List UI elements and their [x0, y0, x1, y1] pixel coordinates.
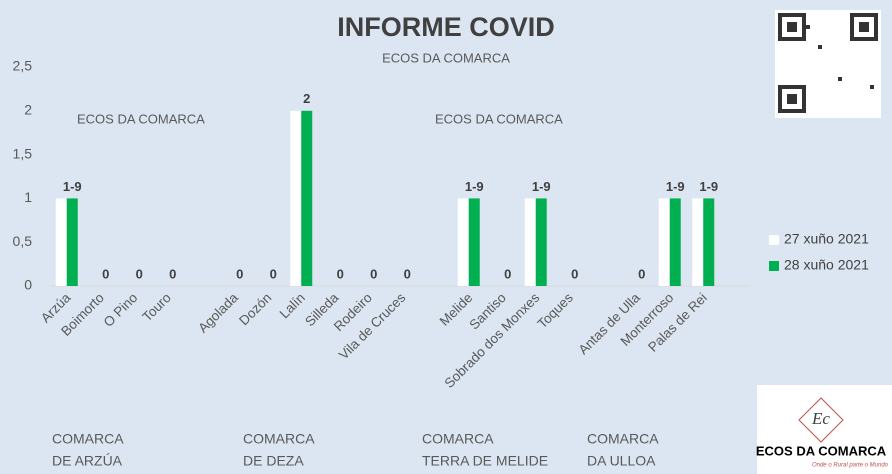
group-label: DE ARZÚA	[52, 453, 123, 469]
bar	[535, 198, 547, 286]
bar	[468, 198, 480, 286]
logo-diamond	[798, 397, 844, 443]
qr-finder	[850, 13, 878, 41]
logo-background	[757, 385, 892, 474]
data-label: 0	[337, 266, 344, 281]
bar	[55, 198, 67, 286]
bar	[290, 110, 302, 286]
data-label: 1-9	[699, 179, 718, 194]
group-label: COMARCA	[422, 431, 494, 447]
data-label: 0	[370, 266, 377, 281]
data-label: 0	[571, 266, 578, 281]
bar	[457, 198, 469, 286]
logo-tagline: Onde o Rural parte o Mundo	[812, 463, 889, 469]
y-tick-label: 2	[24, 102, 32, 118]
qr-cell	[806, 25, 810, 29]
bar	[669, 198, 681, 286]
group-label: DA ULLOA	[587, 453, 656, 469]
logo-mark: Ec	[811, 409, 830, 428]
data-label: 0	[504, 266, 511, 281]
data-label: 0	[270, 266, 277, 281]
data-label: 0	[136, 266, 143, 281]
qr-cell	[838, 77, 842, 81]
watermark: ECOS DA COMARCA	[77, 111, 205, 126]
group-label: COMARCA	[587, 431, 659, 447]
y-tick-label: 1,5	[13, 145, 33, 161]
qr-finder	[778, 13, 806, 41]
y-tick-label: 1	[24, 189, 32, 205]
group-label: COMARCA	[52, 431, 124, 447]
data-label: 0	[638, 266, 645, 281]
group-label: DE DEZA	[243, 453, 304, 469]
legend-swatch	[769, 261, 779, 271]
y-tick-label: 0,5	[13, 233, 33, 249]
x-tick-label: Agolada	[195, 290, 241, 336]
data-label: 0	[169, 266, 176, 281]
legend-label: 27 xuño 2021	[784, 231, 869, 247]
data-label: 0	[404, 266, 411, 281]
logo-name: ECOS DA COMARCA	[756, 443, 887, 458]
chart-subtitle: ECOS DA COMARCA	[382, 50, 510, 65]
watermark: ECOS DA COMARCA	[435, 111, 563, 126]
qr-code	[775, 10, 881, 118]
qr-finder	[859, 22, 869, 32]
qr-finder	[787, 94, 797, 104]
group-label: TERRA DE MELIDE	[422, 453, 548, 469]
legend-swatch	[769, 235, 779, 245]
data-label: 0	[102, 266, 109, 281]
y-tick-label: 2,5	[13, 58, 33, 74]
bar	[66, 198, 78, 286]
qr-finder	[787, 22, 797, 32]
x-tick-label: Toques	[534, 290, 576, 332]
logo: Ec ECOS DA COMARCA Onde o Rural parte o …	[756, 385, 892, 474]
x-tick-label: Dozón	[236, 290, 274, 328]
data-label: 1-9	[465, 179, 484, 194]
data-label: 1-9	[666, 179, 685, 194]
bar	[703, 198, 715, 286]
legend-label: 28 xuño 2021	[784, 257, 869, 273]
data-label: 2	[303, 91, 310, 106]
bar	[301, 110, 313, 286]
data-label: 1-9	[532, 179, 551, 194]
x-tick-label: Touro	[139, 290, 173, 324]
x-tick-label: O Pino	[101, 290, 141, 330]
qr-finder	[778, 85, 806, 113]
group-label: COMARCA	[243, 431, 315, 447]
bar	[524, 198, 536, 286]
y-tick-label: 0	[24, 277, 32, 293]
data-label: 0	[236, 266, 243, 281]
chart-title: INFORME COVID	[337, 12, 555, 42]
qr-cell	[870, 85, 874, 89]
data-label: 1-9	[63, 179, 82, 194]
qr-cell	[818, 45, 822, 49]
bar	[692, 198, 704, 286]
bar	[658, 198, 670, 286]
